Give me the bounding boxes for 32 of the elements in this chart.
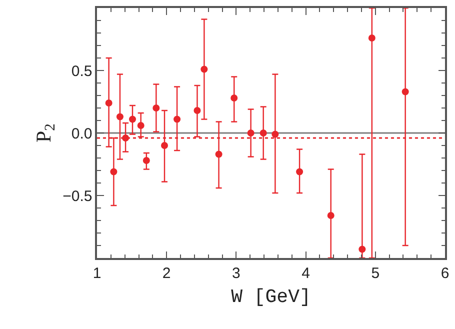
point (116, 113, 124, 120)
point (296, 168, 304, 176)
x-tick-label: 2 (162, 264, 171, 282)
point (368, 34, 376, 42)
point (129, 116, 136, 123)
x-tick-label: 3 (232, 264, 240, 282)
point (122, 134, 130, 142)
point (327, 212, 334, 219)
x-axis-title: W [GeV] (231, 286, 311, 308)
point (110, 168, 118, 176)
point (152, 104, 160, 112)
point (272, 130, 279, 138)
x-tick-label: 4 (302, 264, 310, 282)
point (137, 122, 144, 129)
point (358, 246, 366, 253)
y-tick-label: 0.0 (71, 125, 92, 142)
point (215, 150, 222, 158)
point (402, 88, 409, 96)
x-tick-label: 6 (440, 264, 450, 282)
point (194, 107, 201, 114)
x-tick-label: 1 (92, 264, 102, 282)
point (260, 130, 267, 136)
point (161, 142, 168, 149)
x-tick-label: 5 (371, 264, 380, 282)
point (247, 130, 254, 136)
point (230, 94, 238, 102)
y-tick-label: −0.5 (62, 188, 92, 205)
point (200, 66, 208, 73)
point (174, 116, 181, 123)
y-tick-label: 0.5 (71, 62, 92, 80)
point (142, 157, 150, 164)
point (105, 100, 112, 106)
